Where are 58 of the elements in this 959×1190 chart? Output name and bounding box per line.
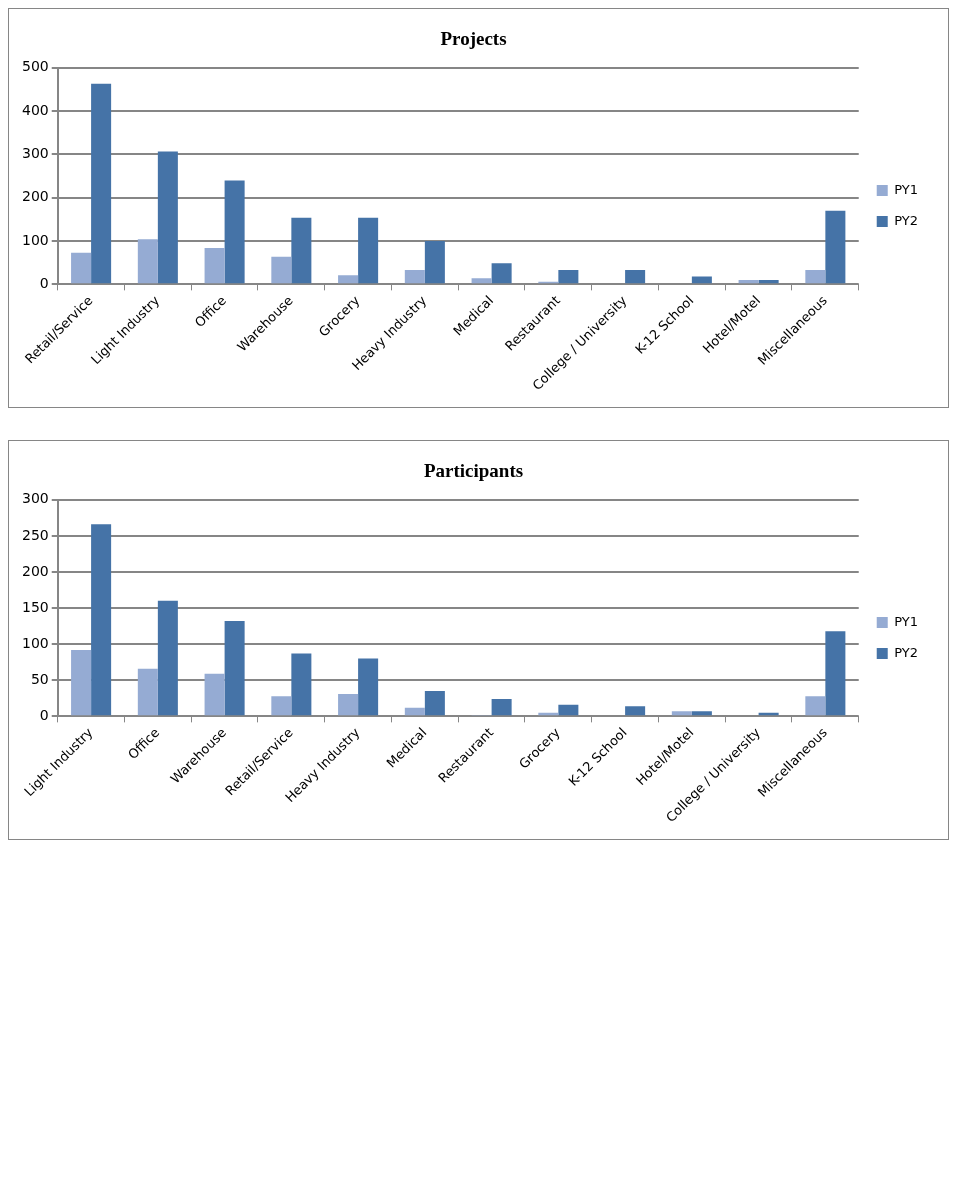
bar [471,278,492,284]
legend-label: PY2 [894,644,918,660]
y-tick-label: 500 [21,58,49,75]
bar [758,280,779,284]
bar [738,280,759,284]
y-tick-label: 400 [21,101,49,118]
legend-label: PY2 [894,212,918,228]
bar [558,704,579,716]
y-tick-label: 150 [21,598,49,615]
bar [204,247,225,284]
bar [157,600,178,716]
bar [491,263,512,284]
y-tick-label: 300 [21,145,49,162]
y-tick-label: 250 [21,526,49,543]
bar [224,180,245,284]
bar [424,691,445,716]
bar [825,210,846,284]
y-tick-label: 300 [21,490,49,507]
bar [291,653,312,716]
bar [271,256,292,284]
bar [204,673,225,716]
bar [491,699,512,716]
bar [691,711,712,716]
bar [71,649,92,716]
y-tick-label: 50 [30,670,49,687]
bar [671,711,692,716]
y-tick-label: 200 [21,188,49,205]
bar [424,241,445,284]
chart-title: Projects [440,28,507,50]
bar [91,83,112,284]
chart-title: Participants [423,460,524,482]
y-tick-label: 200 [21,562,49,579]
bar [137,239,158,284]
bar [157,151,178,284]
bar [358,217,379,284]
y-tick-label: 100 [21,634,49,651]
bar [805,696,826,716]
bar [291,217,312,284]
y-tick-label: 0 [39,275,49,291]
bar [137,668,158,716]
bar [558,270,579,284]
bar [825,631,846,716]
bar [625,706,646,716]
bar [805,270,826,284]
bar [91,524,112,716]
y-tick-label: 100 [21,231,49,248]
bar [404,270,425,284]
bar [625,270,646,284]
bar [404,707,425,716]
bar [71,252,92,284]
bar [358,658,379,716]
legend-label: PY1 [894,181,918,197]
bar [338,275,359,284]
bar [271,696,292,716]
legend-label: PY1 [894,613,918,629]
bar [338,693,359,716]
y-tick-label: 0 [39,707,49,723]
bar [224,621,245,716]
